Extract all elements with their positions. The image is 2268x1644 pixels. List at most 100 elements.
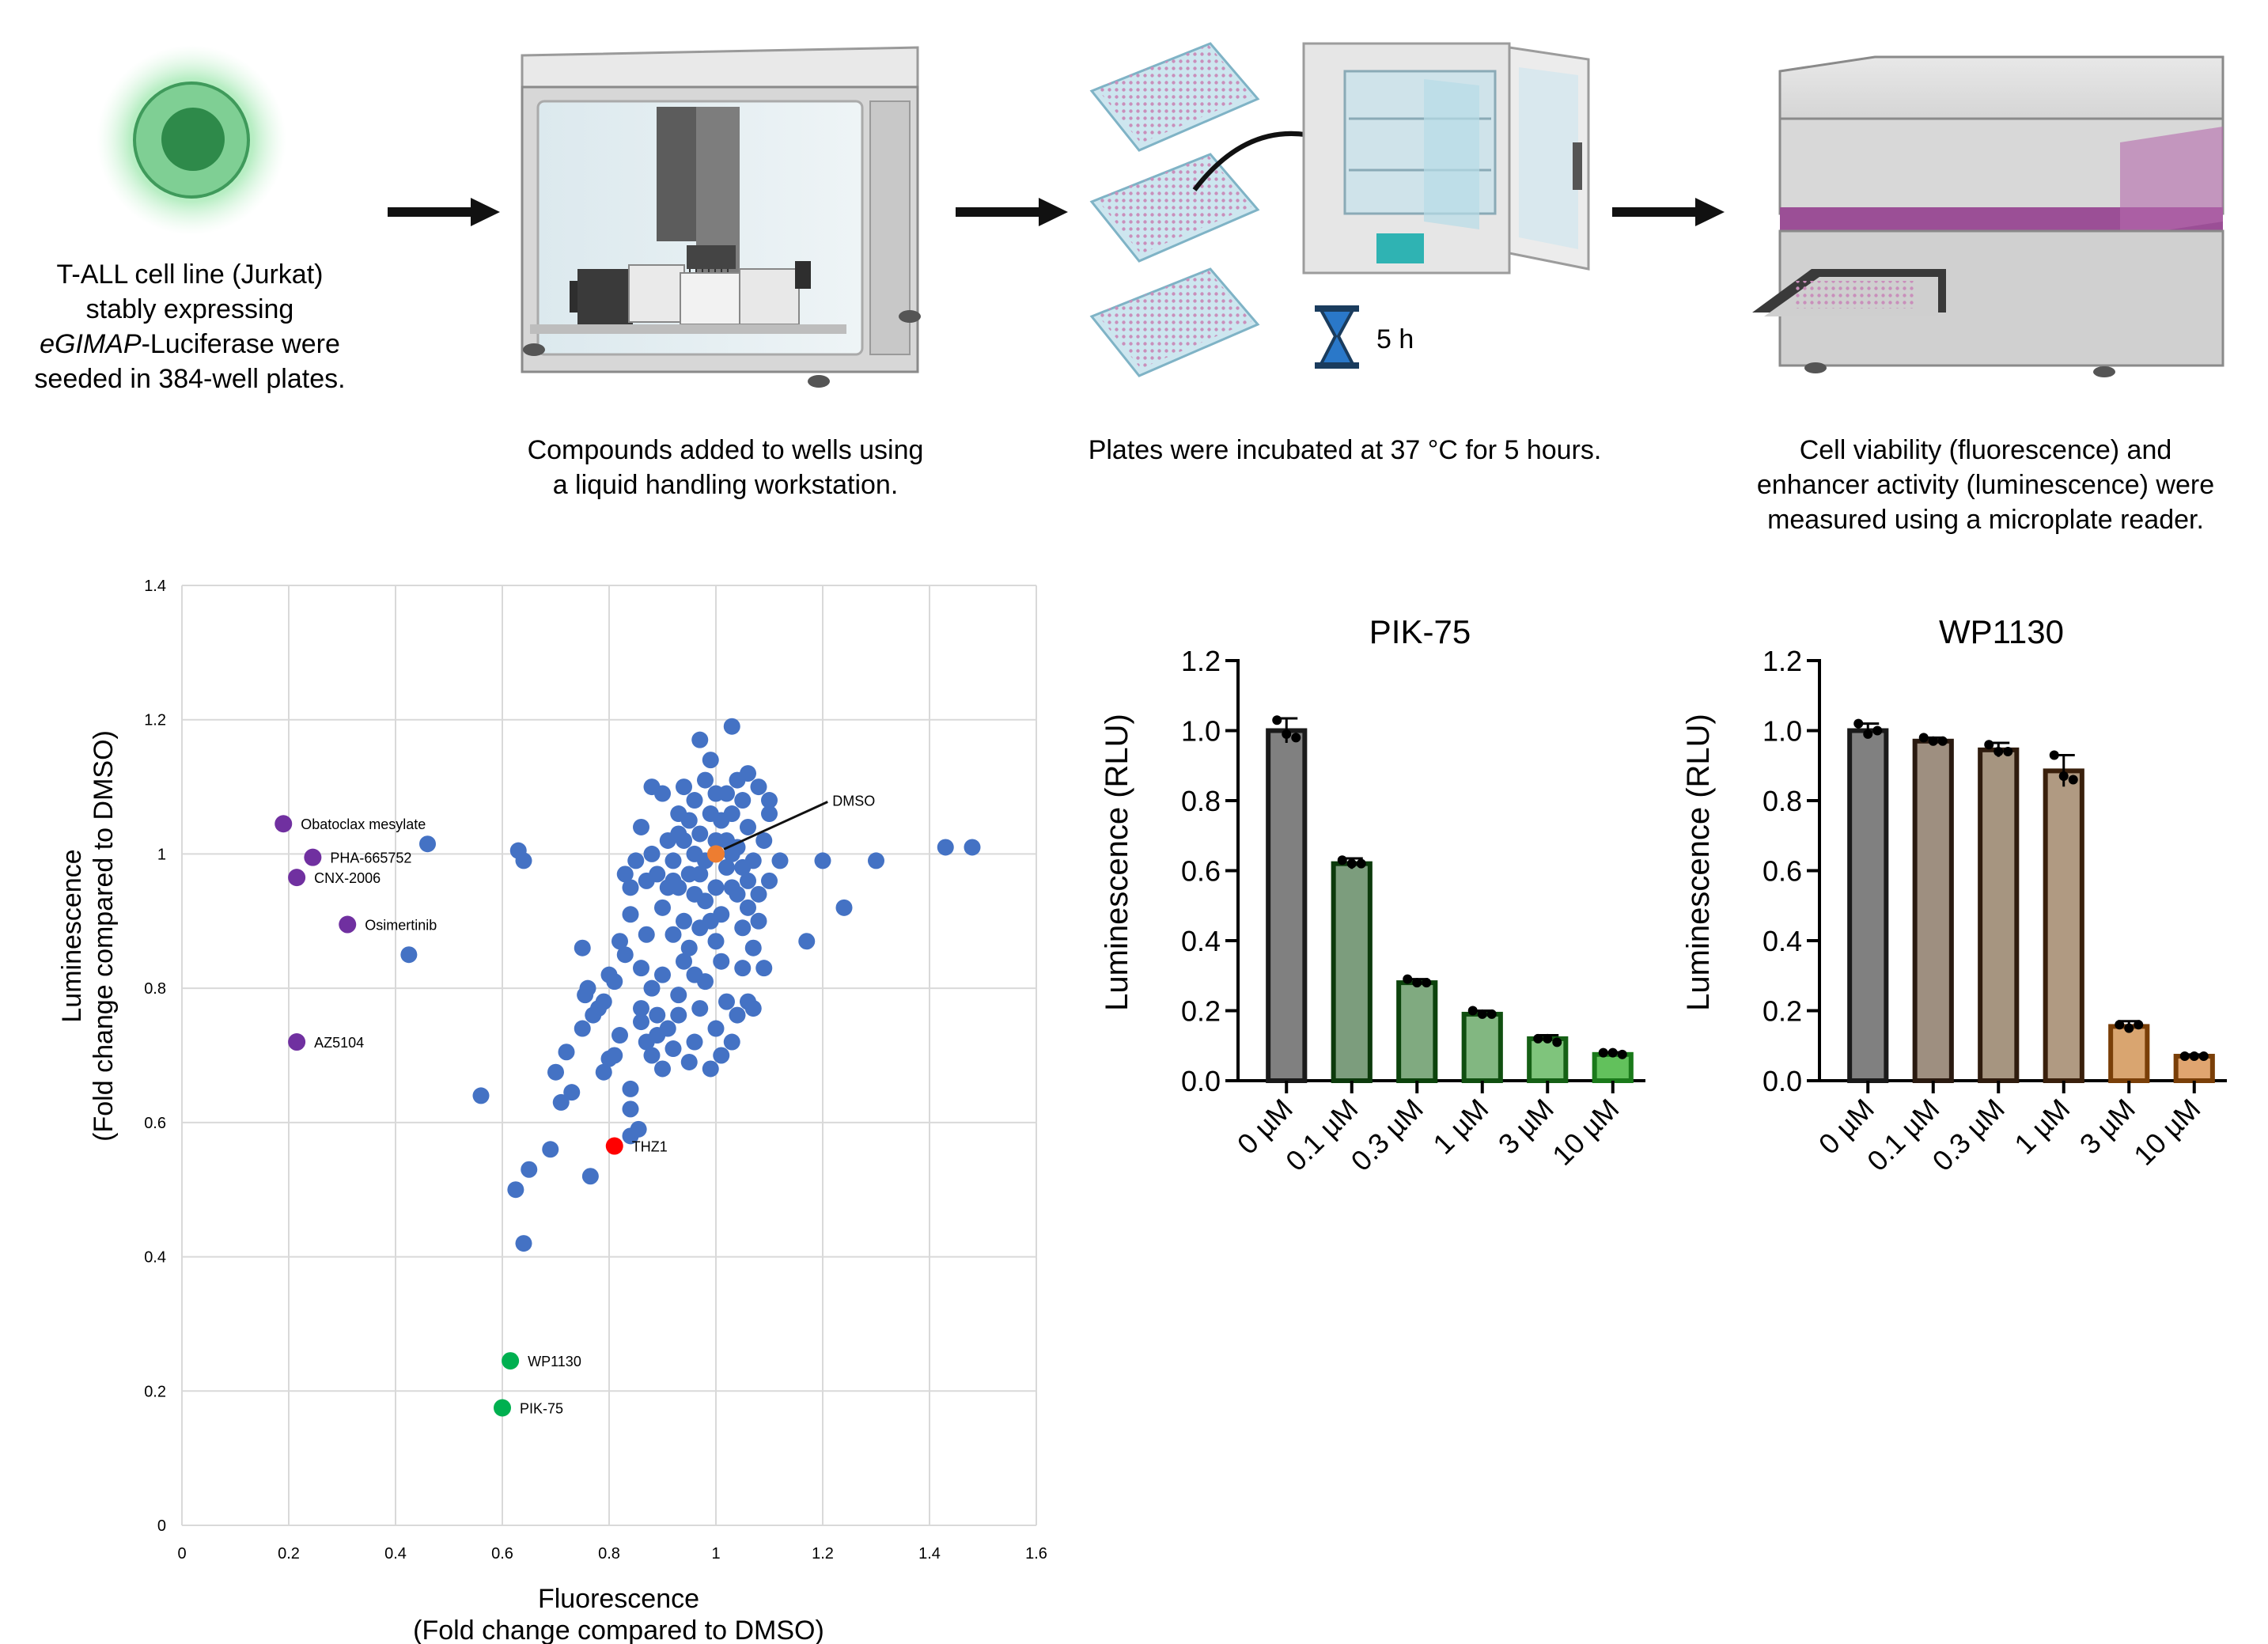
arrow-icon (388, 198, 500, 226)
replicate-dot (1412, 978, 1422, 988)
y-tick-label: 0.0 (1763, 1065, 1802, 1097)
liquid-handler-illustration (521, 46, 921, 388)
x-tick-label: 0.6 (491, 1545, 513, 1563)
data-point (691, 731, 709, 748)
data-point (574, 939, 591, 956)
data-point (581, 1168, 599, 1185)
scatter-point-labels: Obatoclax mesylate PHA-665752 CNX-2006 Osim… (301, 794, 875, 1417)
point-label: WP1130 (528, 1354, 581, 1369)
data-point (937, 839, 954, 856)
y-tick-label: 1.2 (1181, 645, 1221, 677)
data-point (744, 852, 762, 869)
y-tick-label: 0.6 (1763, 855, 1802, 888)
highlighted-point (339, 915, 357, 934)
x-tick-label: 1.4 (918, 1545, 941, 1563)
replicate-dot (2134, 1020, 2144, 1030)
data-point (691, 825, 709, 843)
data-point (723, 1033, 740, 1051)
data-point (654, 966, 671, 983)
x-tick-label: 1.2 (812, 1545, 834, 1563)
data-point (633, 1013, 649, 1031)
data-point (744, 939, 762, 956)
y-tick-label: 1.4 (144, 578, 166, 595)
replicate-dot (1477, 1009, 1487, 1019)
svg-text:Luminescence: Luminescence (57, 849, 87, 1022)
data-point (670, 1006, 687, 1024)
replicate-dot (2049, 750, 2059, 760)
data-point (750, 912, 767, 930)
x-tick-label: 0.1 µM (1279, 1093, 1364, 1177)
data-point (670, 825, 687, 843)
data-point (664, 1040, 682, 1058)
replicate-dot (1486, 1009, 1497, 1019)
data-point (515, 852, 532, 869)
x-tick-label: 1 µM (1426, 1093, 1494, 1161)
replicate-dot (1356, 858, 1366, 869)
replicate-dot (1272, 715, 1282, 725)
bar (1396, 980, 1438, 1083)
svg-text:eGIMAP-Luciferase were: eGIMAP-Luciferase were (40, 329, 340, 359)
bar (2043, 768, 2084, 1083)
data-point (680, 1053, 698, 1070)
data-point (798, 933, 816, 950)
data-point (633, 960, 649, 977)
x-tick-label: 0.4 (384, 1545, 407, 1563)
highlighted-point (502, 1352, 520, 1370)
data-point (521, 1161, 538, 1178)
highlighted-point (605, 1137, 623, 1155)
replicate-dot (2198, 1051, 2209, 1062)
data-point (702, 752, 719, 769)
x-tick-label: 1 µM (2008, 1093, 2076, 1161)
replicate-dot (1346, 858, 1357, 869)
data-point (734, 960, 752, 977)
data-point (552, 1093, 570, 1111)
chart-title: PIK-75 (1369, 613, 1471, 650)
y-tick-label: 1 (157, 846, 166, 863)
data-point (643, 845, 661, 862)
scatter-y-axis-title: Luminescence (Fold change compared to DM… (57, 730, 119, 1142)
data-point (729, 1006, 746, 1024)
bar-plot-area: 0.00.20.40.60.81.01.20 µM0.1 µM0.3 µM1 µ… (1181, 645, 1645, 1177)
x-tick-label: 0 (177, 1545, 186, 1563)
point-label: Obatoclax mesylate (301, 816, 426, 832)
data-point (649, 1027, 666, 1044)
svg-text:stably expressing: stably expressing (86, 294, 294, 324)
data-point (622, 906, 639, 923)
y-tick-label: 0.8 (1181, 785, 1221, 817)
replicate-dot (1467, 1006, 1478, 1016)
svg-text:Plates were incubated at 37 °C: Plates were incubated at 37 °C for 5 hou… (1089, 435, 1602, 465)
data-point (964, 839, 981, 856)
data-point (622, 1100, 639, 1118)
x-tick-label: 1.6 (1025, 1545, 1047, 1563)
svg-text:Fluorescence: Fluorescence (538, 1584, 699, 1614)
bar-plot-area: 0.00.20.40.60.81.01.20 µM0.1 µM0.3 µM1 µ… (1763, 645, 2227, 1177)
replicate-dot (2124, 1023, 2134, 1033)
data-point (718, 858, 735, 876)
data-point (686, 1033, 703, 1051)
data-point (734, 919, 752, 937)
x-tick-label: 0.3 µM (1926, 1093, 2011, 1177)
data-point (633, 1000, 649, 1017)
replicate-dot (1853, 718, 1864, 729)
replicate-dot (1607, 1047, 1618, 1058)
data-point (627, 852, 645, 869)
microplate-reader-illustration (1752, 55, 2224, 377)
point-label: PHA-665752 (330, 850, 411, 866)
data-point (542, 1141, 559, 1158)
bar (1592, 1051, 1634, 1083)
highlighted-point (288, 1033, 306, 1051)
svg-text:enhancer activity (luminescenc: enhancer activity (luminescence) were (1757, 470, 2214, 500)
bar (1847, 728, 1889, 1083)
x-tick-label: 10 µM (2127, 1093, 2206, 1172)
cell-illustration (97, 45, 286, 235)
hourglass-icon (1315, 305, 1359, 369)
y-tick-label: 1.2 (1763, 645, 1802, 677)
replicate-dot (2068, 775, 2078, 785)
scatter-x-axis-title: Fluorescence (Fold change compared to DM… (413, 1584, 824, 1644)
data-point (750, 885, 767, 903)
replicate-dot (1993, 747, 2004, 757)
data-point (616, 946, 634, 964)
point-label: PIK-75 (520, 1401, 563, 1417)
y-tick-label: 0.6 (144, 1115, 166, 1132)
